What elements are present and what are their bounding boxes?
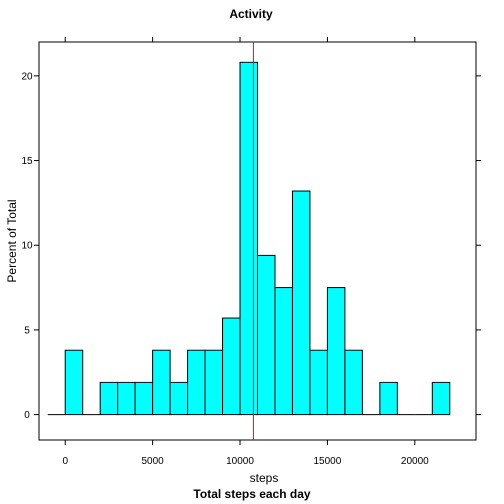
y-tick-label: 10: [21, 241, 33, 252]
y-tick-label: 5: [24, 325, 30, 336]
histogram-bar: [117, 381, 136, 416]
y-tick-label: 20: [21, 71, 33, 82]
histogram-bar: [379, 381, 398, 416]
plot-panel: [38, 41, 477, 441]
y-axis-label: Percent of Total: [5, 199, 19, 282]
histogram-bar: [431, 381, 451, 416]
histogram-bar: [344, 349, 363, 416]
x-tick-label: 5000: [141, 456, 164, 467]
histogram-bar: [291, 190, 311, 416]
histogram-bar: [309, 349, 328, 416]
histogram-bar: [222, 317, 241, 416]
x-axis-ticks: 0 5000 10000 15000 20000: [62, 37, 429, 467]
x-tick-label: 15000: [314, 456, 342, 467]
x-tick-label: 20000: [401, 456, 429, 467]
chart-subtitle: Total steps each day: [193, 487, 310, 501]
histogram-bar: [152, 349, 171, 416]
histogram-bar: [204, 349, 224, 416]
histogram-bar: [64, 349, 84, 416]
histogram-bar: [239, 61, 259, 416]
chart-title: Activity: [229, 7, 273, 21]
histogram-bar: [99, 381, 119, 416]
histogram-bar: [169, 381, 189, 416]
histogram-bar: [134, 381, 154, 416]
histogram-bar: [274, 287, 293, 416]
y-tick-label: 0: [24, 410, 30, 421]
x-tick-label: 10000: [226, 456, 254, 467]
histogram-bar: [257, 254, 276, 416]
y-axis-ticks: 0 5 10 15 20: [21, 71, 481, 421]
histogram-bar: [187, 349, 206, 416]
x-tick-label: 0: [62, 456, 68, 467]
x-axis-label: steps: [250, 471, 279, 485]
y-tick-label: 15: [21, 156, 33, 167]
histogram-bar: [326, 287, 346, 416]
bars-group: [47, 61, 451, 416]
